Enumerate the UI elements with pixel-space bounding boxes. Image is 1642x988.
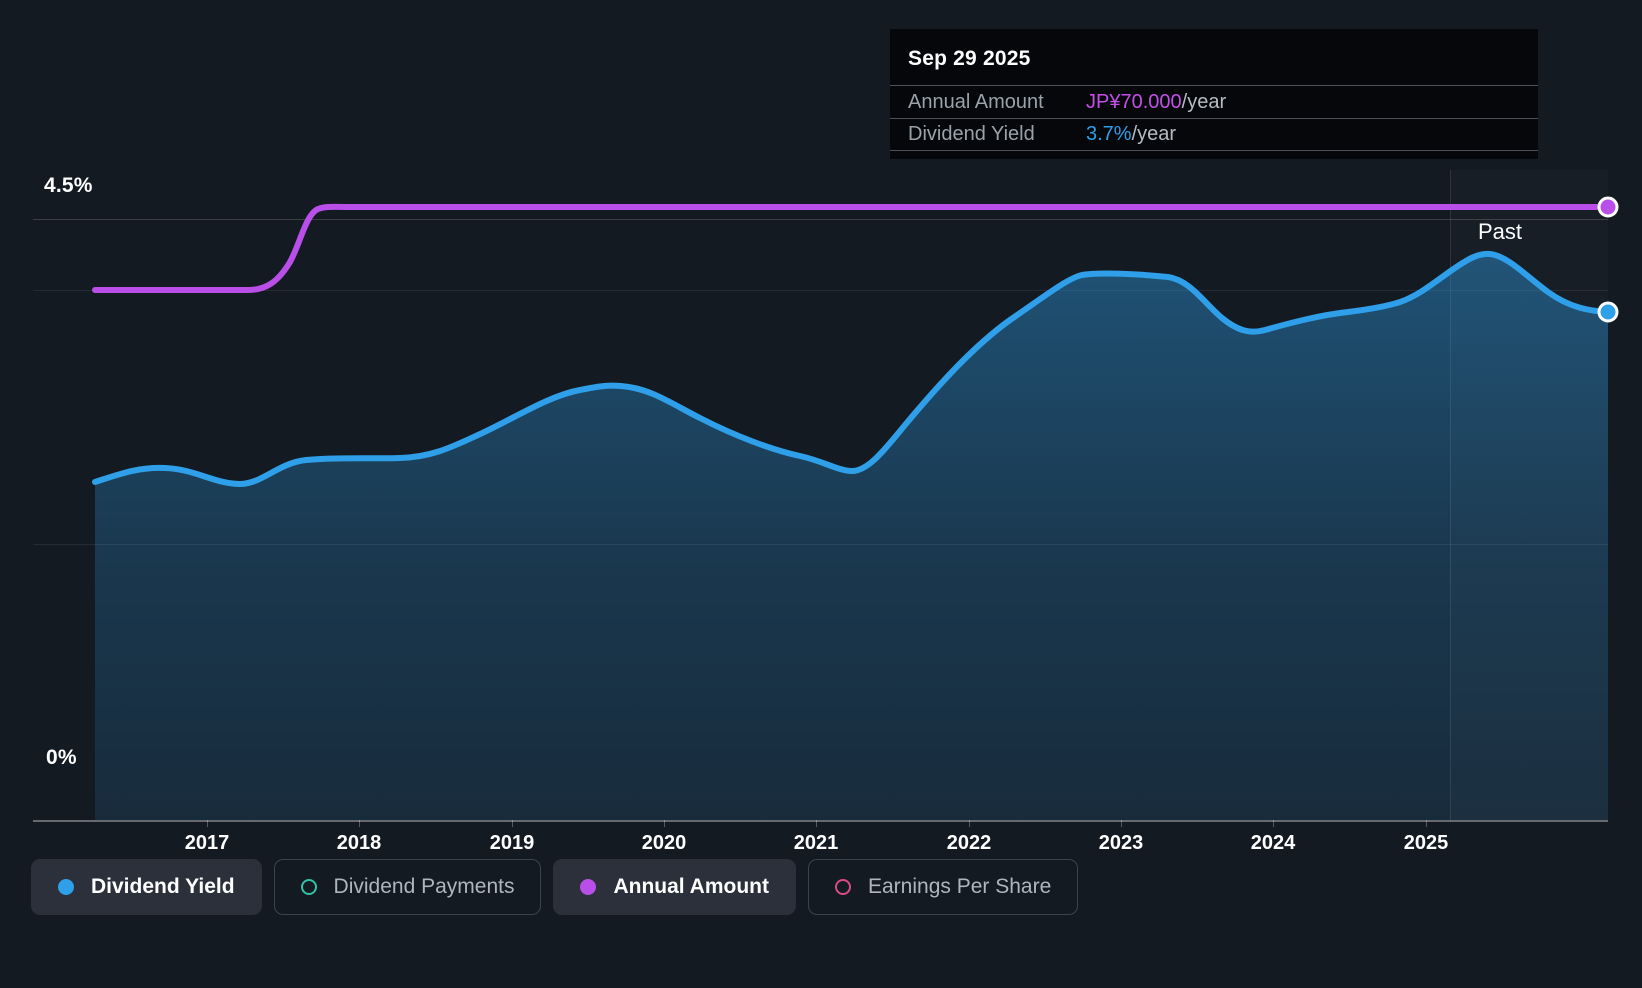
- y-axis-label-min: 0%: [46, 746, 77, 769]
- tooltip-yield-unit: /year: [1131, 123, 1177, 145]
- x-axis-label-2020: 2020: [641, 832, 687, 854]
- tooltip-yield-value: 3.7%: [1086, 123, 1132, 145]
- tooltip-date: Sep 29 2025: [908, 47, 1031, 70]
- x-axis-label-2019: 2019: [489, 832, 535, 854]
- annual-amount-dot-icon: [580, 879, 597, 895]
- dividend-yield-endpoint: [1597, 301, 1619, 323]
- x-axis-line: [33, 820, 1608, 822]
- tooltip-key-dividend-yield: Dividend Yield: [908, 123, 1035, 145]
- annual-amount-line: [92, 203, 1611, 293]
- legend-label-dividend-yield: Dividend Yield: [91, 875, 235, 898]
- x-axis-label-2023: 2023: [1098, 832, 1144, 854]
- tooltip-key-annual-amount: Annual Amount: [908, 90, 1044, 113]
- x-axis-label-2017: 2017: [184, 832, 230, 854]
- dividend-yield-line: [92, 250, 1611, 487]
- annual-amount-endpoint: [1597, 196, 1619, 218]
- x-axis-label-2024: 2024: [1250, 832, 1296, 854]
- legend-label-earnings-per-share: Earnings Per Share: [868, 875, 1052, 898]
- earnings-per-share-dot-icon: [835, 879, 851, 895]
- tooltip-value-annual-amount: JP¥70.000/year: [1086, 91, 1226, 114]
- legend-label-annual-amount: Annual Amount: [613, 875, 769, 898]
- dividend-payments-dot-icon: [300, 879, 317, 895]
- gridline-4-5: [33, 219, 1608, 220]
- x-tick-2025: [1426, 820, 1427, 827]
- legend-item-dividend-yield[interactable]: Dividend Yield: [31, 859, 262, 915]
- tooltip-row-dividend-yield: Dividend Yield 3.7%/year: [890, 118, 1538, 151]
- chart-tooltip: Sep 29 2025 Annual Amount JP¥70.000/year…: [890, 29, 1538, 159]
- x-tick-2023: [1121, 820, 1122, 827]
- tooltip-amount-unit: /year: [1181, 90, 1227, 113]
- x-tick-2021: [816, 820, 817, 827]
- tooltip-row-annual-amount: Annual Amount JP¥70.000/year: [890, 85, 1538, 118]
- x-tick-2022: [969, 820, 970, 827]
- chart-legend: Dividend Yield Dividend Payments Annual …: [31, 859, 1079, 915]
- x-tick-2024: [1273, 820, 1274, 827]
- x-axis-label-2022: 2022: [946, 832, 992, 854]
- legend-label-dividend-payments: Dividend Payments: [333, 875, 515, 898]
- x-tick-2017: [207, 820, 208, 827]
- legend-item-annual-amount[interactable]: Annual Amount: [553, 859, 796, 915]
- gridline-4-0: [33, 290, 1608, 291]
- x-axis-label-2018: 2018: [336, 832, 382, 854]
- y-axis-label-max: 4.5%: [44, 174, 93, 197]
- legend-item-dividend-payments[interactable]: Dividend Payments: [273, 859, 542, 915]
- dividend-yield-dot-icon: [58, 879, 74, 895]
- x-tick-2018: [359, 820, 360, 827]
- tooltip-amount-value: JP¥70.000: [1086, 90, 1182, 113]
- x-tick-2019: [512, 820, 513, 827]
- x-axis-label-2025: 2025: [1403, 832, 1449, 854]
- legend-item-earnings-per-share[interactable]: Earnings Per Share: [808, 859, 1079, 915]
- x-axis-label-2021: 2021: [793, 832, 839, 854]
- past-annotation-label: Past: [1478, 219, 1523, 244]
- x-tick-2020: [664, 820, 665, 827]
- tooltip-value-dividend-yield: 3.7%/year: [1086, 123, 1176, 146]
- dividend-yield-area: [95, 253, 1608, 821]
